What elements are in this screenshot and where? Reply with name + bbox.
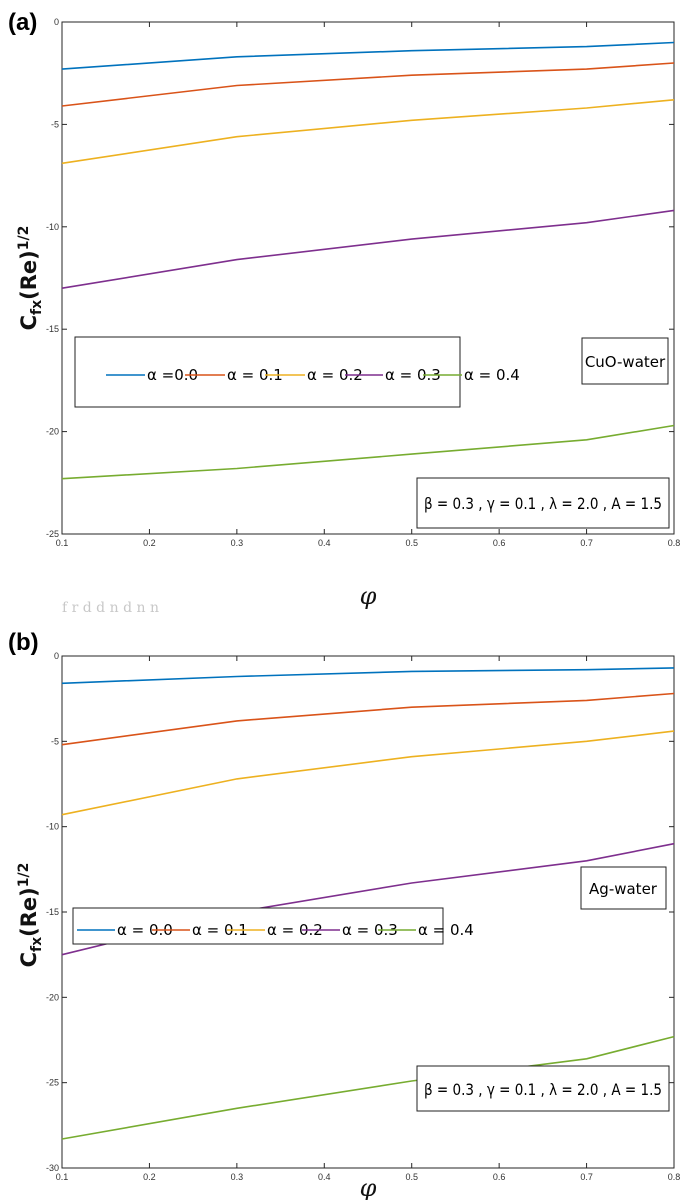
y-tick-label: -20 [46, 427, 59, 437]
legend-label-2: α = 0.2 [307, 366, 363, 384]
y-label-mid: (Re) [17, 250, 41, 300]
plot-area [61, 21, 675, 535]
y-label-main: C [17, 315, 41, 330]
y-axis-label: Cfx(Re)1/2 [16, 226, 45, 331]
y-tick-label: -5 [51, 736, 59, 746]
legend-label-3: α = 0.3 [342, 921, 398, 939]
x-tick-label: 0.4 [318, 538, 331, 548]
x-tick-label: 0.4 [318, 1172, 331, 1182]
y-label-sub: fx [29, 937, 45, 952]
series-line-alpha-1 [61, 62, 675, 107]
legend-label-1: α = 0.1 [192, 921, 248, 939]
legend-box [74, 336, 461, 408]
series-line-alpha-4 [61, 424, 675, 480]
x-tick-label: 0.7 [580, 538, 593, 548]
y-label-sup: 1/2 [16, 863, 32, 888]
annotation-text: CuO-water [585, 353, 666, 371]
x-tick-label: 0.3 [231, 1172, 244, 1182]
params-box [416, 1065, 670, 1112]
x-tick-label: 0.3 [231, 538, 244, 548]
x-tick-label: 0.7 [580, 1172, 593, 1182]
panel-label: (a) [8, 9, 37, 36]
legend: α =0.0 α = 0.1 α = 0.2 α = 0.3 α = 0.4 [74, 336, 520, 408]
params-annotation: β = 0.3 , γ = 0.1 , λ = 2.0 , A = 1.5 [416, 477, 670, 529]
legend-label-4: α = 0.4 [464, 366, 520, 384]
y-label-main: C [17, 952, 41, 967]
params-text: β = 0.3 , γ = 0.1 , λ = 2.0 , A = 1.5 [424, 1080, 662, 1099]
series-line-alpha-4 [61, 1035, 675, 1140]
fluid-annotation: CuO-water [581, 337, 669, 385]
x-tick-label: 0.2 [143, 1172, 156, 1182]
params-box [416, 477, 670, 529]
params-annotation: β = 0.3 , γ = 0.1 , λ = 2.0 , A = 1.5 [416, 1065, 670, 1112]
annotation-box [580, 866, 667, 910]
bleed-through-text: f r d d n d n n [62, 600, 159, 616]
chart-panel-b: (b) 0 -5 -10 -15 -20 -25 -300.1 0.2 0.3 0.4 0.5 0.6 0… [8, 629, 680, 1200]
y-tick-label: -5 [51, 119, 59, 129]
x-tick-label: 0.2 [143, 538, 156, 548]
y-tick-label: -15 [46, 907, 59, 917]
x-tick-label: 0.5 [405, 538, 418, 548]
x-axis-label: φ [360, 1174, 377, 1200]
fluid-annotation: Ag-water [580, 866, 667, 910]
y-label-sub: fx [29, 300, 45, 315]
x-tick-label: 0.1 [56, 538, 69, 548]
series-line-alpha-2 [61, 730, 675, 816]
x-tick-label: 0.8 [668, 1172, 681, 1182]
legend-label-2: α = 0.2 [267, 921, 323, 939]
y-tick-label: -15 [46, 324, 59, 334]
series-line-alpha-3 [61, 209, 675, 289]
params-text: β = 0.3 , γ = 0.1 , λ = 2.0 , A = 1.5 [424, 494, 662, 513]
x-axis-label: φ [360, 582, 377, 610]
x-tick-label: 0.6 [493, 1172, 506, 1182]
y-tick-label: 0 [54, 651, 59, 661]
y-label-sup: 1/2 [16, 226, 32, 251]
legend-label-3: α = 0.3 [385, 366, 441, 384]
y-tick-label: -30 [46, 1163, 59, 1173]
legend-box [72, 907, 444, 945]
legend-label-1: α = 0.1 [227, 366, 283, 384]
x-tick-label: 0.8 [668, 538, 681, 548]
chart-panel-a: (a) 0 -5 -10 -15 -20 -250.1 0.2 0.3 0.4 0.5 0.6 0.7 0… [8, 9, 680, 610]
panel-label: (b) [8, 629, 39, 656]
y-tick-label: -10 [46, 222, 59, 232]
y-tick-label: -20 [46, 992, 59, 1002]
legend-label-4: α = 0.4 [418, 921, 474, 939]
y-label-mid: (Re) [17, 887, 41, 937]
legend-label-0: α =0.0 [147, 366, 198, 384]
y-axis-label: Cfx(Re)1/2 [16, 863, 45, 968]
series-line-alpha-2 [61, 99, 675, 165]
series-line-alpha-1 [61, 692, 675, 746]
series-line-alpha-0 [61, 667, 675, 685]
annotation-text: Ag-water [589, 880, 658, 898]
legend-label-0: α = 0.0 [117, 921, 173, 939]
y-tick-label: -10 [46, 822, 59, 832]
x-tick-label: 0.1 [56, 1172, 69, 1182]
series-line-alpha-0 [61, 41, 675, 70]
legend: α = 0.0 α = 0.1 α = 0.2 α = 0.3 α = 0.4 [72, 907, 474, 945]
y-tick-label: -25 [46, 529, 59, 539]
x-tick-label: 0.5 [405, 1172, 418, 1182]
annotation-box [581, 337, 669, 385]
y-tick-label: 0 [54, 17, 59, 27]
y-tick-label: -25 [46, 1078, 59, 1088]
x-tick-label: 0.6 [493, 538, 506, 548]
